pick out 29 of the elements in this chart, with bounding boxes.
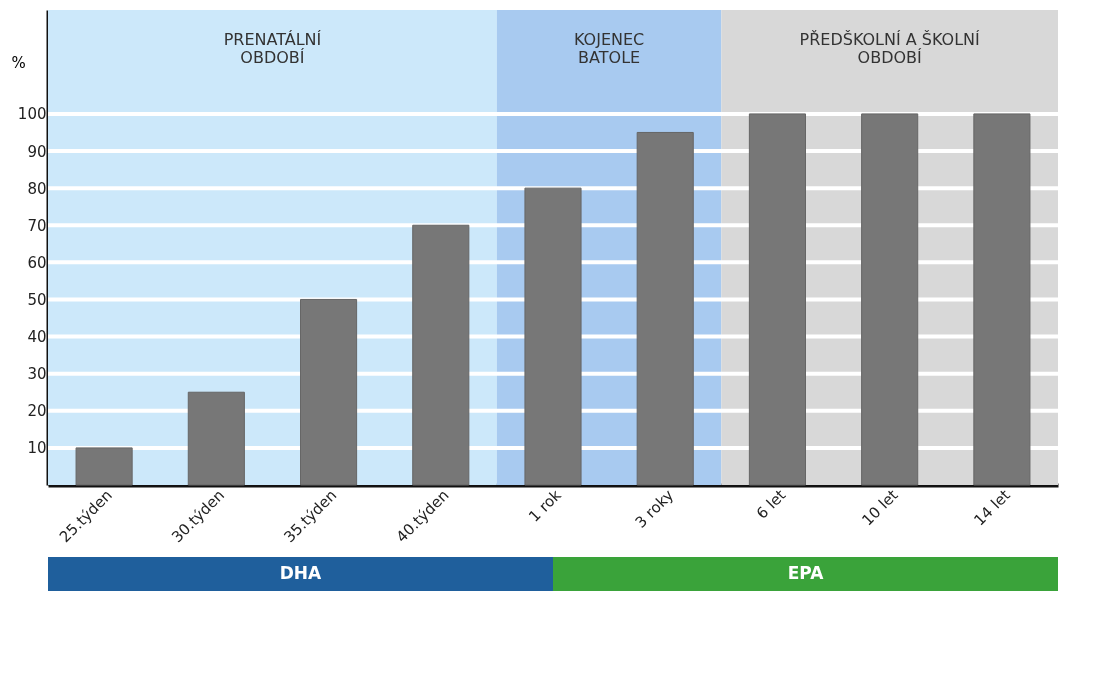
y-tick-label: 100	[17, 105, 47, 124]
y-tick-label: 20	[27, 402, 47, 421]
y-axis-title: %	[11, 53, 26, 72]
y-tick-label: 70	[27, 216, 47, 235]
x-tick-label: 6 let	[752, 486, 790, 523]
band-label: PŘEDŠKOLNÍ A ŠKOLNÍ OBDOBÍ	[799, 30, 981, 67]
bar	[412, 224, 470, 486]
x-tick-label: 10 let	[858, 486, 902, 530]
y-tick-label: 60	[27, 253, 47, 272]
y-tick-label: 90	[27, 142, 47, 161]
bar	[636, 131, 694, 486]
bar	[973, 113, 1031, 486]
x-tick-label: 1 rok	[525, 485, 566, 526]
text: DHA	[279, 563, 323, 583]
text: EPA	[787, 563, 825, 583]
y-tick-label: 80	[27, 179, 47, 198]
bar	[748, 113, 806, 486]
y-tick-label: 40	[27, 328, 47, 347]
band-label: KOJENEC BATOLE	[573, 30, 645, 67]
bar	[75, 447, 133, 486]
bar	[187, 391, 245, 486]
bar	[861, 113, 919, 486]
band-label: PRENATÁLNÍ OBDOBÍ	[223, 30, 322, 67]
y-tick-label: 10	[27, 439, 47, 458]
y-tick-label: 50	[27, 290, 47, 309]
bar	[524, 187, 582, 486]
y-tick-label: 30	[27, 365, 47, 384]
bar	[300, 298, 358, 486]
x-tick-label: 14 let	[970, 486, 1014, 530]
